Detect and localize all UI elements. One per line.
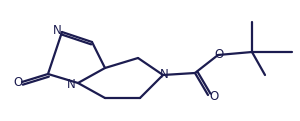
Text: O: O — [14, 76, 22, 88]
Text: N: N — [67, 77, 75, 91]
Text: N: N — [160, 68, 168, 80]
Text: O: O — [209, 90, 219, 102]
Text: N: N — [52, 24, 62, 38]
Text: O: O — [214, 48, 224, 60]
